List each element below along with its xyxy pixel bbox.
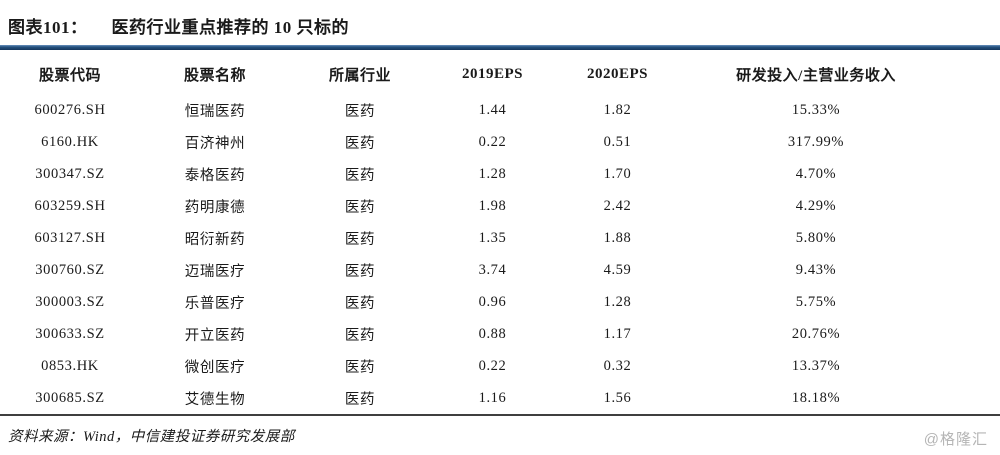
figure-label: 图表101： <box>8 18 88 37</box>
column-header: 2020EPS <box>586 65 648 82</box>
table-cell: 微创医疗 <box>184 359 246 376</box>
table-row: 6160.HK 百济神州 医药 0.22 0.51 317.99% <box>0 126 1000 158</box>
table-cell: 2.42 <box>603 197 632 214</box>
table-cell: 医药 <box>344 263 376 280</box>
table-cell: 0853.HK <box>41 357 99 374</box>
table-cell: 医药 <box>344 167 376 184</box>
table-cell: 1.82 <box>603 101 632 118</box>
column-header: 2019EPS <box>461 65 523 82</box>
table-cell: 3.74 <box>478 261 507 278</box>
header-row: 股票代码 股票名称 所属行业 2019EPS 2020EPS 研发投入/主营业务收入 <box>0 54 1000 94</box>
table-cell: 600276.SH <box>34 101 106 118</box>
table-body: 600276.SH 恒瑞医药 医药 1.44 1.82 15.33% 6160.HK 百济神州… <box>0 94 1000 415</box>
table-cell: 0.88 <box>478 325 507 342</box>
table-row: 300685.SZ 艾德生物 医药 1.16 1.56 18.18% <box>0 382 1000 415</box>
table-cell: 医药 <box>344 135 376 152</box>
table-cell: 20.76% <box>791 325 841 342</box>
table-cell: 医药 <box>344 391 376 408</box>
table-cell: 医药 <box>344 199 376 216</box>
table-cell: 迈瑞医疗 <box>184 263 246 280</box>
table-cell: 医药 <box>344 103 376 120</box>
table-row: 300633.SZ 开立医药 医药 0.88 1.17 20.76% <box>0 318 1000 350</box>
table-cell: 0.22 <box>478 357 507 374</box>
column-header: 股票代码 <box>38 67 101 84</box>
source-note: 资料来源：Wind，中信建投证券研究发展部 <box>8 429 295 445</box>
table-cell: 300633.SZ <box>35 325 105 342</box>
table-cell: 0.51 <box>603 133 632 150</box>
watermark: @格隆汇 <box>923 431 988 448</box>
table-cell: 317.99% <box>787 133 845 150</box>
table-row: 603259.SH 药明康德 医药 1.98 2.42 4.29% <box>0 190 1000 222</box>
table-cell: 4.29% <box>795 197 837 214</box>
table-cell: 昭衍新药 <box>184 231 246 248</box>
table-cell: 1.16 <box>478 389 507 406</box>
table-cell: 0.96 <box>478 293 507 310</box>
table-row: 300347.SZ 泰格医药 医药 1.28 1.70 4.70% <box>0 158 1000 190</box>
table-cell: 药明康德 <box>184 199 246 216</box>
table-cell: 0.22 <box>478 133 507 150</box>
figure-name: 医药行业重点推荐的 10 只标的 <box>111 18 349 37</box>
table-cell: 1.44 <box>478 101 507 118</box>
table-cell: 300347.SZ <box>35 165 105 182</box>
column-header: 所属行业 <box>328 67 391 84</box>
column-header: 研发投入/主营业务收入 <box>736 67 896 84</box>
table-cell: 300760.SZ <box>35 261 105 278</box>
table-cell: 1.56 <box>603 389 632 406</box>
column-header: 股票名称 <box>183 67 246 84</box>
table-cell: 恒瑞医药 <box>184 103 246 120</box>
table-cell: 医药 <box>344 327 376 344</box>
table-cell: 4.70% <box>795 165 837 182</box>
table-cell: 1.98 <box>478 197 507 214</box>
title-divider <box>0 45 1000 50</box>
table-cell: 医药 <box>344 231 376 248</box>
table-row: 300760.SZ 迈瑞医疗 医药 3.74 4.59 9.43% <box>0 254 1000 286</box>
stocks-table: 股票代码 股票名称 所属行业 2019EPS 2020EPS 研发投入/主营业务收入 60… <box>0 54 1000 416</box>
table-cell: 300003.SZ <box>35 293 105 310</box>
table-cell: 18.18% <box>791 389 841 406</box>
table-cell: 1.35 <box>478 229 507 246</box>
table-cell: 泰格医药 <box>184 167 246 184</box>
table-cell: 乐普医疗 <box>184 295 246 312</box>
table-row: 0853.HK 微创医疗 医药 0.22 0.32 13.37% <box>0 350 1000 382</box>
table-cell: 300685.SZ <box>35 389 105 406</box>
table-cell: 15.33% <box>791 101 841 118</box>
table-cell: 5.80% <box>795 229 837 246</box>
table-row: 300003.SZ 乐普医疗 医药 0.96 1.28 5.75% <box>0 286 1000 318</box>
table-cell: 9.43% <box>795 261 837 278</box>
table-cell: 医药 <box>344 359 376 376</box>
table-cell: 5.75% <box>795 293 837 310</box>
table-cell: 603127.SH <box>34 229 106 246</box>
table-cell: 1.17 <box>603 325 632 342</box>
table-cell: 艾德生物 <box>184 391 246 408</box>
table-cell: 百济神州 <box>184 135 246 152</box>
table-row: 603127.SH 昭衍新药 医药 1.35 1.88 5.80% <box>0 222 1000 254</box>
table-row: 600276.SH 恒瑞医药 医药 1.44 1.82 15.33% <box>0 94 1000 126</box>
table-cell: 6160.HK <box>41 133 99 150</box>
table-cell: 开立医药 <box>184 327 246 344</box>
table-cell: 13.37% <box>791 357 841 374</box>
table-cell: 医药 <box>344 295 376 312</box>
table-cell: 1.28 <box>603 293 632 310</box>
table-cell: 1.70 <box>603 165 632 182</box>
figure-title: 图表101： 医药行业重点推荐的 10 只标的 <box>0 0 1000 38</box>
table-cell: 1.88 <box>603 229 632 246</box>
table-cell: 0.32 <box>603 357 632 374</box>
table-cell: 603259.SH <box>34 197 106 214</box>
table-cell: 1.28 <box>478 165 507 182</box>
table-cell: 4.59 <box>603 261 632 278</box>
